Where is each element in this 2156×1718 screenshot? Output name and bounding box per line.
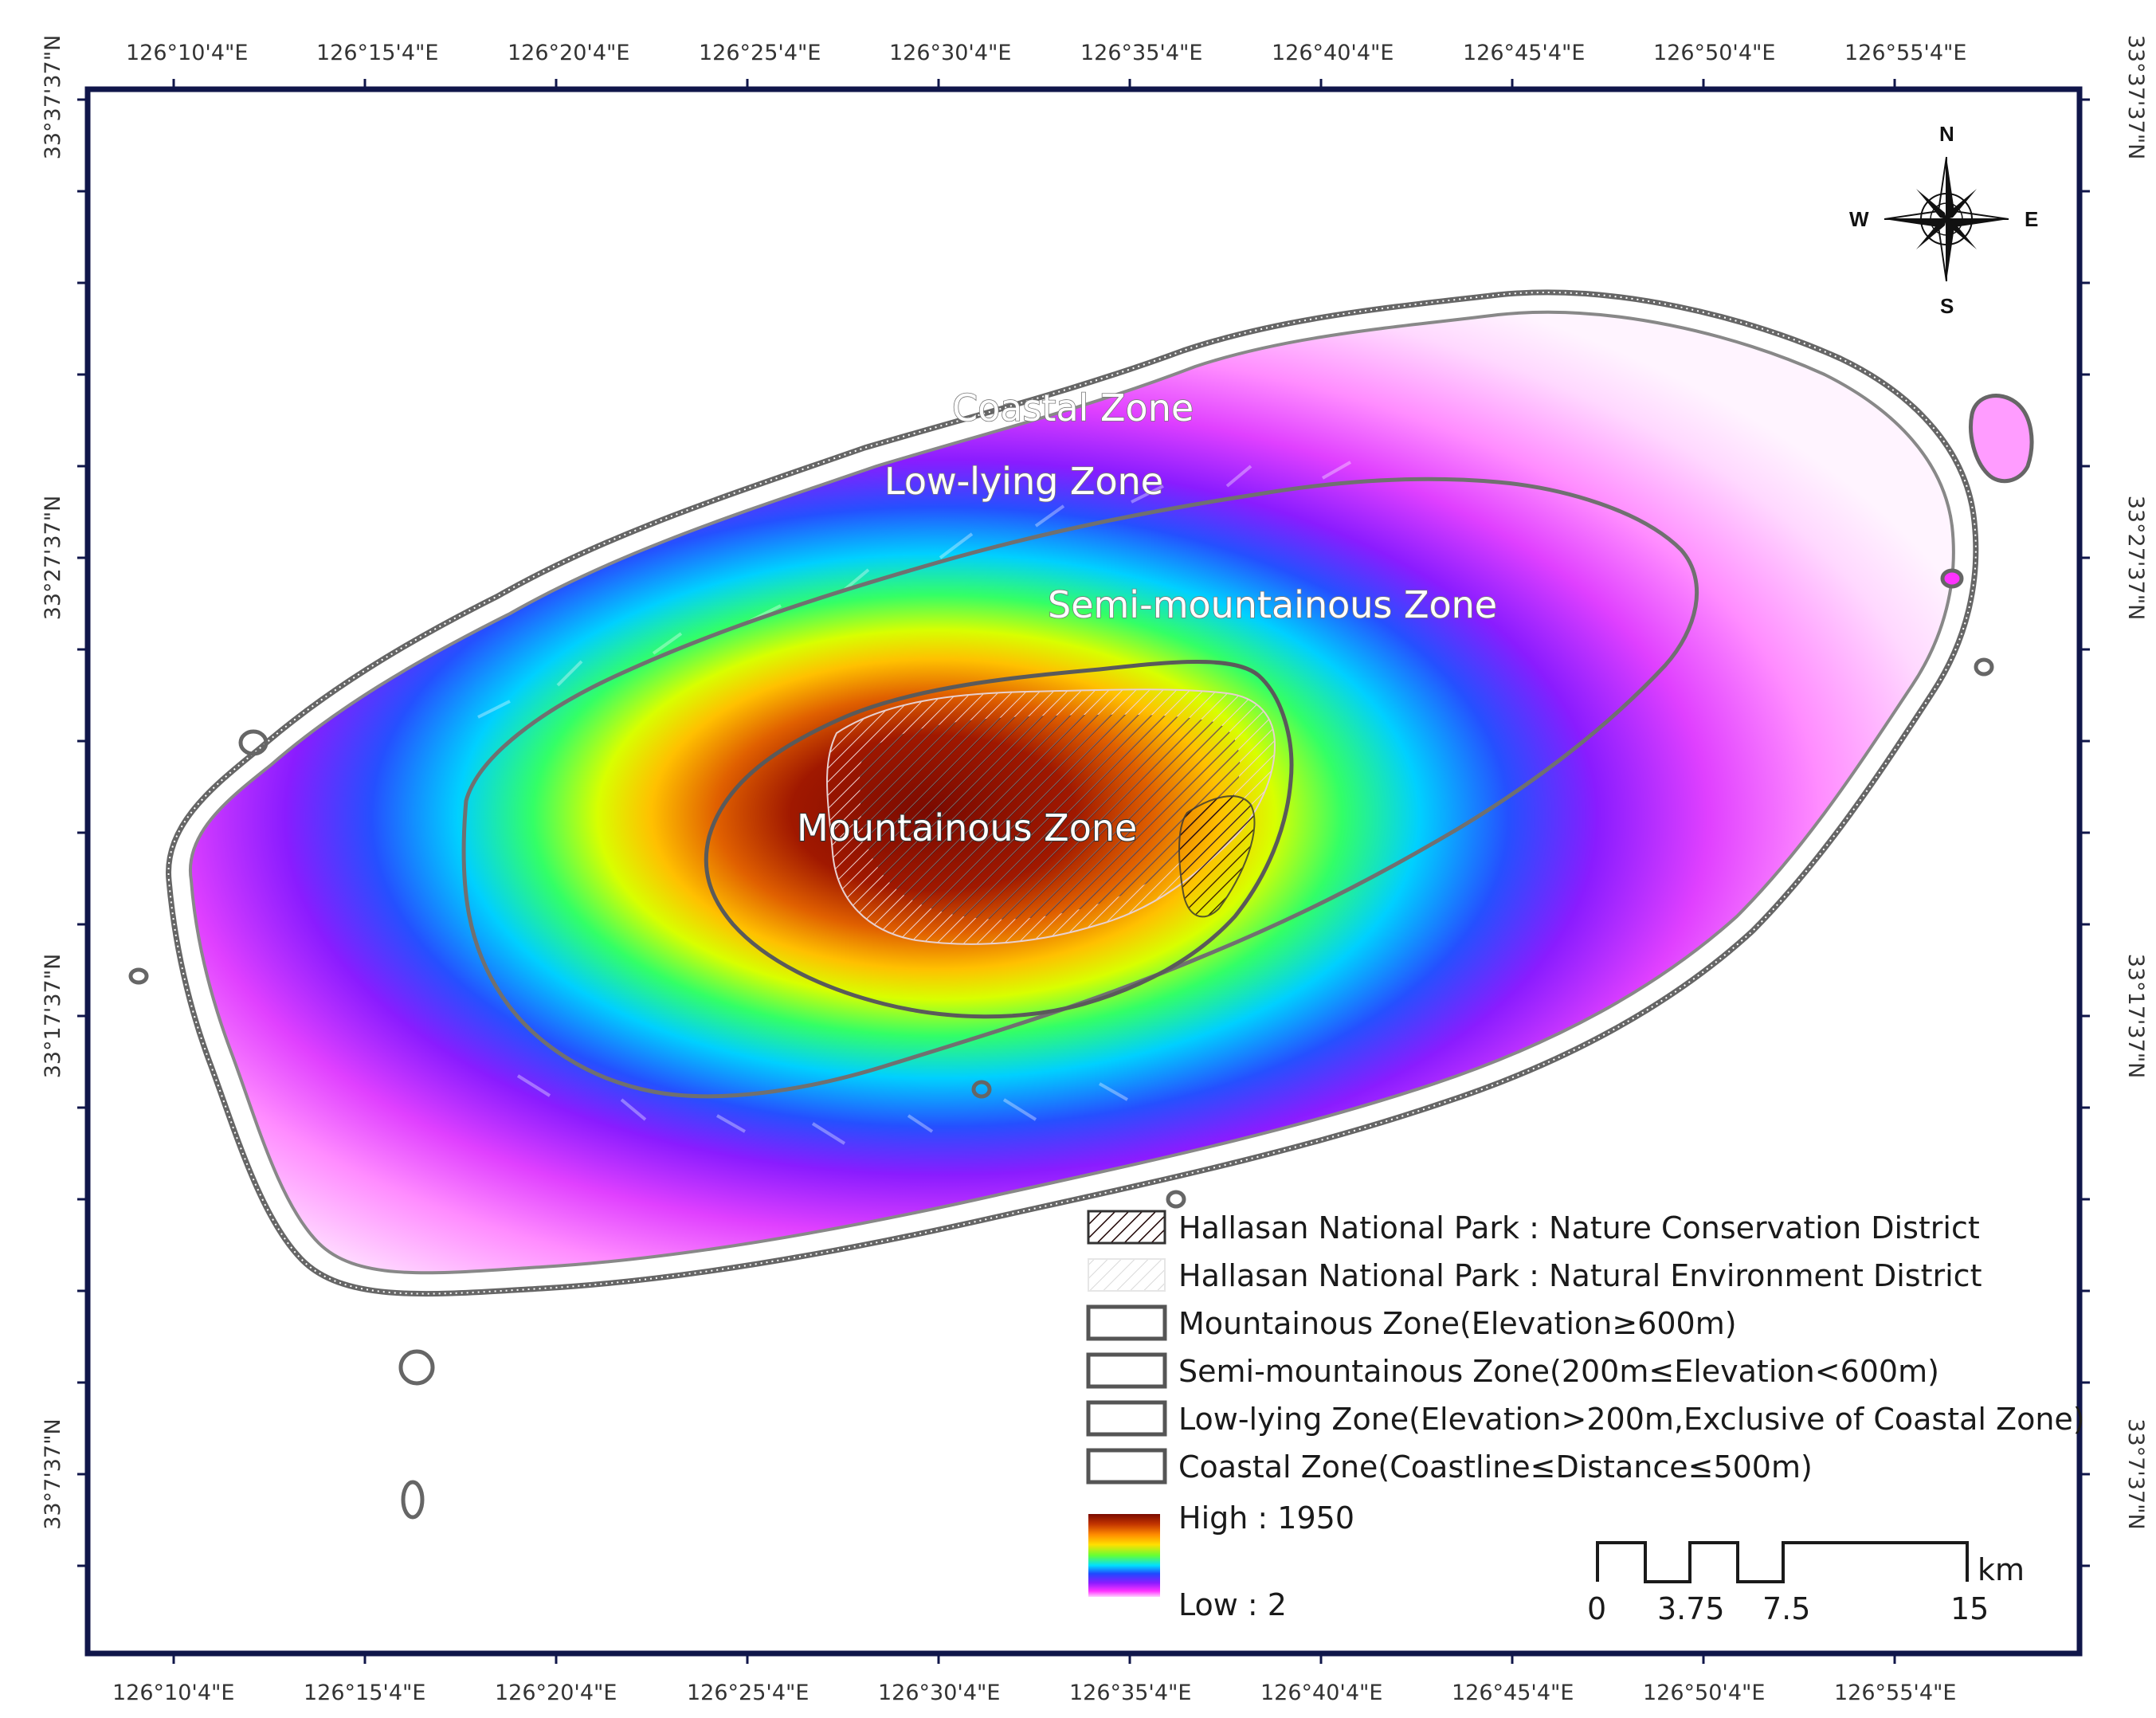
scale-tick-label: 3.75	[1657, 1591, 1725, 1626]
legend-swatch-natural-environment	[1088, 1258, 1166, 1292]
compass-s-label: S	[1940, 294, 1954, 318]
legend-swatch-conservation	[1087, 1210, 1166, 1245]
scale-tick-label: 15	[1950, 1591, 1989, 1626]
udo-island	[1969, 394, 2034, 484]
legend: Hallasan National Park : Nature Conserva…	[1086, 1210, 2085, 1622]
scale-bar: km 0 3.75 7.5 15	[1587, 1541, 2025, 1626]
right-latitude-label: 33°27'37"N	[2123, 496, 2148, 621]
scale-unit-label: km	[1978, 1552, 2025, 1587]
compass-n-label: N	[1939, 122, 1954, 146]
bottom-longitude-label: 126°20'4"E	[495, 1681, 617, 1705]
bottom-longitude-label: 126°45'4"E	[1452, 1681, 1574, 1705]
bottom-longitude-label: 126°50'4"E	[1643, 1681, 1765, 1705]
low-lying-zone-label: Low-lying Zone	[884, 460, 1163, 503]
mountainous-zone-boundary	[704, 660, 1294, 1019]
top-longitude-label: 126°25'4"E	[699, 41, 821, 65]
bottom-longitude-label: 126°55'4"E	[1834, 1681, 1956, 1705]
islet	[971, 1080, 992, 1099]
legend-swatch-semi-mountainous	[1086, 1352, 1167, 1389]
legend-swatch-low-lying	[1086, 1400, 1167, 1437]
islet	[1166, 1190, 1186, 1209]
top-longitude-label: 126°15'4"E	[316, 41, 438, 65]
bottom-longitude-label: 126°15'4"E	[304, 1681, 425, 1705]
coastal-zone-outer-boundary	[166, 289, 1979, 1297]
left-latitude-label: 33°27'37"N	[41, 496, 65, 621]
frame-ticks	[77, 79, 2090, 1664]
right-latitude-label: 33°37'37"N	[2123, 35, 2148, 160]
north-arrow-icon: N S E W	[1849, 122, 2038, 318]
elevation-high-label: High : 1950	[1178, 1500, 1354, 1536]
bottom-longitude-label: 126°10'4"E	[112, 1681, 234, 1705]
legend-item: Hallasan National Park : Natural Environ…	[1178, 1258, 1982, 1293]
national-park-nature-conservation-district-east	[1178, 795, 1256, 918]
islet	[401, 1480, 425, 1520]
compass-w-label: W	[1849, 207, 1869, 231]
bottom-longitude-label: 126°35'4"E	[1069, 1681, 1191, 1705]
left-latitude-label: 33°17'37"N	[41, 954, 65, 1079]
mountainous-zone-label: Mountainous Zone	[797, 806, 1137, 849]
islet	[1940, 568, 1964, 589]
top-longitude-label: 126°55'4"E	[1844, 41, 1966, 65]
semi-mountainous-zone-label: Semi-mountainous Zone	[1048, 583, 1497, 626]
top-longitude-label: 126°30'4"E	[889, 41, 1011, 65]
right-latitude-labels: 33°37'37"N 33°27'37"N 33°17'37"N 33°7'37…	[2123, 35, 2148, 1530]
right-latitude-label: 33°7'37"N	[2123, 1418, 2148, 1529]
left-latitude-label: 33°7'37"N	[41, 1418, 65, 1529]
legend-item: Low-lying Zone(Elevation>200m,Exclusive …	[1178, 1402, 2085, 1437]
islets	[128, 394, 2034, 1520]
top-longitude-label: 126°35'4"E	[1080, 41, 1202, 65]
top-longitude-label: 126°20'4"E	[508, 41, 629, 65]
top-longitude-labels: 126°10'4"E 126°15'4"E 126°20'4"E 126°25'…	[126, 41, 1966, 65]
relief-texture	[477, 461, 1351, 1145]
left-latitude-labels: 33°37'37"N 33°27'37"N 33°17'37"N 33°7'37…	[41, 35, 65, 1530]
top-longitude-label: 126°40'4"E	[1272, 41, 1394, 65]
legend-item: Mountainous Zone(Elevation≥600m)	[1178, 1306, 1737, 1341]
elevation-color-ramp	[1088, 1514, 1160, 1597]
islet	[238, 729, 269, 756]
legend-item: Semi-mountainous Zone(200m≤Elevation<600…	[1178, 1354, 1939, 1389]
islet	[1974, 657, 1994, 677]
scale-tick-label: 7.5	[1762, 1591, 1810, 1626]
bottom-longitude-label: 126°25'4"E	[687, 1681, 809, 1705]
legend-swatch-mountainous	[1086, 1304, 1167, 1341]
top-longitude-label: 126°50'4"E	[1653, 41, 1775, 65]
bottom-longitude-label: 126°30'4"E	[878, 1681, 1000, 1705]
compass-e-label: E	[2025, 207, 2038, 231]
legend-swatch-coastal	[1086, 1448, 1167, 1485]
islet	[128, 967, 149, 985]
left-latitude-label: 33°37'37"N	[41, 35, 65, 160]
legend-item: Hallasan National Park : Nature Conserva…	[1178, 1210, 1980, 1245]
national-park-nature-conservation-district	[860, 714, 1241, 920]
right-latitude-label: 33°17'37"N	[2123, 954, 2148, 1079]
legend-item: Coastal Zone(Coastline≤Distance≤500m)	[1178, 1449, 1813, 1485]
islet	[398, 1349, 435, 1386]
bottom-longitude-label: 126°40'4"E	[1260, 1681, 1382, 1705]
scale-tick-label: 0	[1587, 1591, 1606, 1626]
bottom-longitude-labels: 126°10'4"E 126°15'4"E 126°20'4"E 126°25'…	[112, 1681, 1956, 1705]
coastline	[188, 310, 1955, 1275]
elevation-low-label: Low : 2	[1178, 1587, 1287, 1622]
semi-mountainous-zone-boundary	[461, 477, 1699, 1099]
top-longitude-label: 126°45'4"E	[1463, 41, 1585, 65]
coastal-zone-label: Coastal Zone	[952, 386, 1194, 430]
top-longitude-label: 126°10'4"E	[126, 41, 248, 65]
